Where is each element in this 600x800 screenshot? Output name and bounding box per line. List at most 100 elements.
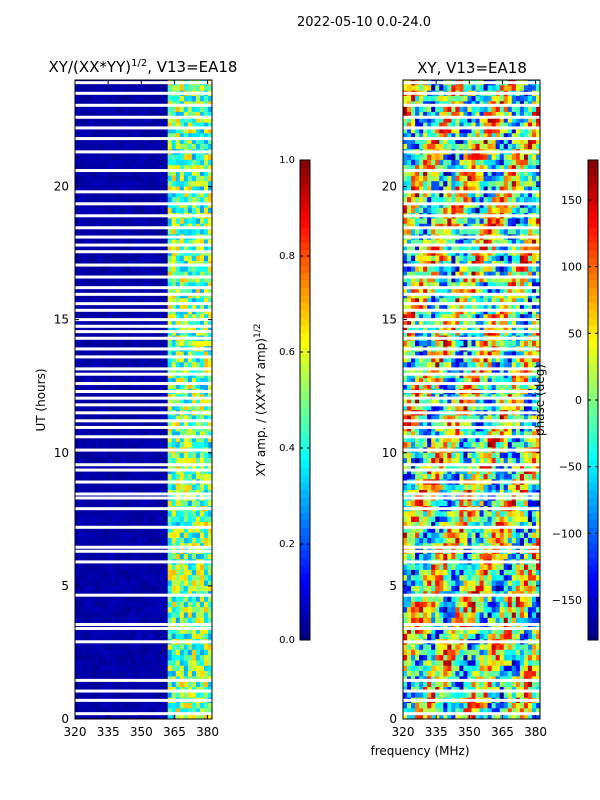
heatmap-cell <box>139 692 144 699</box>
heatmap-cell <box>135 85 140 92</box>
amplitude-heatmap <box>75 80 213 720</box>
heatmap-cell <box>207 436 213 443</box>
heatmap-cell <box>135 617 140 624</box>
heatmap-cell <box>183 692 189 699</box>
heatmap-cell <box>87 314 92 321</box>
heatmap-cell <box>75 122 80 129</box>
heatmap-cell <box>495 191 501 198</box>
heatmap-cell <box>127 420 132 427</box>
heatmap-cell <box>87 607 92 613</box>
heatmap-cell <box>207 319 213 326</box>
heatmap-cell <box>163 426 169 432</box>
heatmap-cell <box>203 612 209 619</box>
heatmap-cell <box>123 703 128 709</box>
heatmap-cell <box>179 175 185 182</box>
heatmap-cell <box>175 319 181 326</box>
heatmap-cell <box>103 159 108 166</box>
heatmap-cell <box>147 255 152 262</box>
colorbar-segment <box>300 482 310 491</box>
heatmap-cell <box>87 708 92 715</box>
heatmap-cell <box>115 255 120 262</box>
heatmap-cell <box>495 143 501 150</box>
heatmap-cell <box>175 468 181 475</box>
heatmap-cell <box>131 282 136 289</box>
heatmap-cell <box>107 575 112 581</box>
heatmap-cell <box>415 143 420 150</box>
heatmap-cell <box>91 191 96 198</box>
heatmap-cell <box>119 197 124 203</box>
colorbar-segment <box>300 197 310 206</box>
heatmap-cell <box>419 106 424 113</box>
heatmap-cell <box>143 356 148 363</box>
heatmap-cell <box>83 159 88 166</box>
heatmap-cell <box>187 649 193 656</box>
heatmap-cell <box>195 191 201 198</box>
heatmap-cell <box>143 431 148 438</box>
heatmap-cell <box>163 458 169 464</box>
heatmap-cell <box>471 133 476 139</box>
heatmap-cell <box>151 623 156 629</box>
heatmap-cell <box>95 85 100 92</box>
heatmap-cell <box>195 580 201 587</box>
heatmap-cell <box>127 308 132 315</box>
heatmap-cell <box>95 351 100 358</box>
heatmap-cell <box>83 628 88 635</box>
heatmap-cell <box>171 553 177 560</box>
heatmap-cell <box>119 527 124 534</box>
heatmap-cell <box>83 127 88 134</box>
heatmap-cell <box>151 681 156 688</box>
heatmap-cell <box>127 106 132 113</box>
heatmap-cell <box>99 245 104 251</box>
heatmap-cell <box>91 133 96 139</box>
heatmap-cell <box>99 239 104 246</box>
heatmap-cell <box>175 713 181 720</box>
heatmap-cell <box>147 293 152 299</box>
heatmap-cell <box>107 713 112 720</box>
heatmap-cell <box>183 713 189 720</box>
heatmap-cell <box>79 117 84 123</box>
heatmap-cell <box>147 596 152 603</box>
heatmap-cell <box>139 511 144 518</box>
heatmap-cell <box>91 596 96 603</box>
heatmap-cell <box>155 713 161 720</box>
heatmap-cell <box>439 170 444 177</box>
heatmap-cell <box>107 415 112 422</box>
heatmap-cell <box>159 383 165 390</box>
heatmap-cell <box>527 170 533 177</box>
heatmap-cell <box>207 442 213 448</box>
heatmap-cell <box>143 458 148 464</box>
heatmap-cell <box>519 143 525 150</box>
heatmap-cell <box>203 585 209 592</box>
colorbar-segment <box>300 332 310 341</box>
heatmap-cell <box>143 617 148 624</box>
heatmap-cell <box>195 324 201 331</box>
colorbar-segment <box>300 302 310 311</box>
heatmap-cell <box>83 500 88 507</box>
heatmap-cell <box>199 511 205 518</box>
heatmap-cell <box>135 399 140 406</box>
heatmap-cell <box>459 111 464 118</box>
heatmap-cell <box>115 197 120 203</box>
heatmap-cell <box>95 245 100 251</box>
heatmap-cell <box>195 287 201 294</box>
heatmap-cell <box>423 138 428 145</box>
heatmap-cell <box>179 255 185 262</box>
heatmap-cell <box>175 623 181 629</box>
heatmap-cell <box>199 671 205 677</box>
heatmap-cell <box>87 442 92 448</box>
heatmap-cell <box>115 170 120 177</box>
heatmap-cell <box>91 117 96 123</box>
heatmap-cell <box>87 266 92 273</box>
heatmap-cell <box>119 314 124 321</box>
heatmap-cell <box>451 159 456 166</box>
heatmap-cell <box>167 601 173 608</box>
colorbar-segment <box>300 452 310 461</box>
heatmap-cell <box>135 521 140 528</box>
heatmap-cell <box>175 527 181 534</box>
heatmap-cell <box>447 133 452 139</box>
flagged-row <box>75 593 212 597</box>
heatmap-cell <box>179 623 185 629</box>
heatmap-cell <box>443 181 448 187</box>
heatmap-cell <box>151 133 156 139</box>
heatmap-cell <box>183 612 189 619</box>
